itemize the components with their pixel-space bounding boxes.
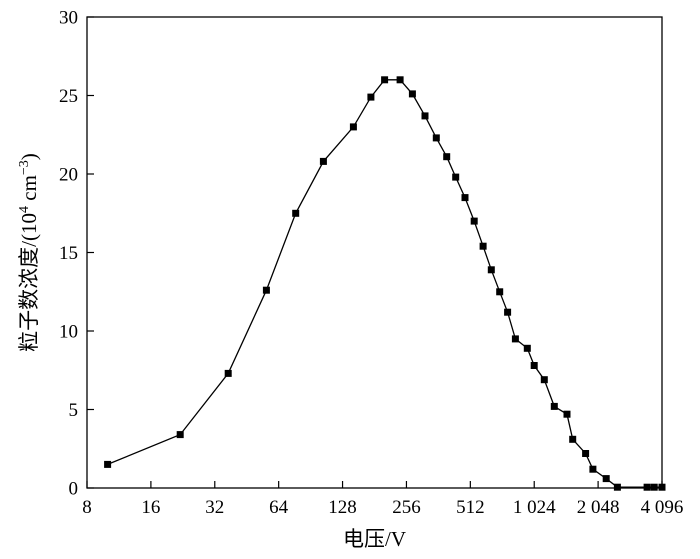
data-point xyxy=(650,483,658,491)
data-point xyxy=(613,483,621,491)
x-axis-title: 电压/V xyxy=(343,527,406,551)
data-point xyxy=(523,344,531,352)
y-axis-title-close: ) xyxy=(17,153,41,160)
data-point xyxy=(479,242,487,250)
data-point xyxy=(530,362,538,369)
data-point xyxy=(319,157,327,165)
data-point xyxy=(540,376,548,384)
data-point xyxy=(563,410,571,418)
y-tick-label: 15 xyxy=(59,243,78,264)
data-point xyxy=(504,308,512,316)
x-axis: 8 16 32 64 128 256 512 1 024 2 048 4 096 xyxy=(82,481,683,518)
data-point xyxy=(452,173,460,181)
data-point xyxy=(396,76,404,84)
x-tick-label: 4 096 xyxy=(641,497,684,518)
data-point xyxy=(349,123,357,131)
data-point xyxy=(262,286,270,294)
data-point xyxy=(224,369,232,377)
data-point xyxy=(602,475,610,483)
data-point xyxy=(292,209,300,217)
x-tick-label: 1 024 xyxy=(513,497,556,518)
data-point xyxy=(511,335,519,343)
data-point xyxy=(569,435,577,443)
series-line xyxy=(107,79,662,488)
data-point xyxy=(658,483,666,491)
y-tick-label: 30 xyxy=(59,8,78,29)
data-point xyxy=(582,450,590,457)
data-point xyxy=(408,90,416,98)
y-axis-title: 粒子数浓度/(104 cm−3) xyxy=(17,153,41,352)
x-tick-label: 8 xyxy=(82,497,92,518)
data-point xyxy=(432,134,440,142)
x-tick-label: 2 048 xyxy=(577,497,620,518)
data-point xyxy=(487,266,495,274)
data-series xyxy=(104,76,666,491)
data-point xyxy=(381,76,389,84)
y-tick-label: 0 xyxy=(69,479,79,500)
data-point xyxy=(470,217,478,225)
data-point xyxy=(461,194,469,202)
y-axis: 0 5 10 15 20 25 30 xyxy=(59,8,94,500)
data-point xyxy=(421,112,429,120)
y-tick-label: 5 xyxy=(69,400,79,421)
y-tick-label: 20 xyxy=(59,165,78,186)
data-point xyxy=(367,93,375,101)
x-tick-label: 32 xyxy=(205,497,224,518)
y-tick-label: 25 xyxy=(59,86,78,107)
y-axis-title-main: 粒子数浓度/(10 xyxy=(17,213,41,352)
x-tick-label: 16 xyxy=(141,497,160,518)
y-axis-title-unit: cm xyxy=(17,175,41,206)
data-point xyxy=(589,465,597,473)
x-tick-label: 512 xyxy=(456,497,485,518)
data-point xyxy=(643,483,651,491)
y-axis-title-exp1: 4 xyxy=(17,206,32,213)
plot-frame xyxy=(86,16,663,489)
y-axis-title-exp2: −3 xyxy=(17,160,32,175)
x-tick-label: 128 xyxy=(328,497,357,518)
data-point xyxy=(104,460,112,468)
data-point xyxy=(176,431,184,439)
x-tick-label: 256 xyxy=(392,497,421,518)
data-point xyxy=(443,153,451,161)
data-point xyxy=(550,402,558,410)
y-tick-label: 10 xyxy=(59,322,78,343)
x-tick-label: 64 xyxy=(269,497,289,518)
data-point xyxy=(496,288,504,296)
